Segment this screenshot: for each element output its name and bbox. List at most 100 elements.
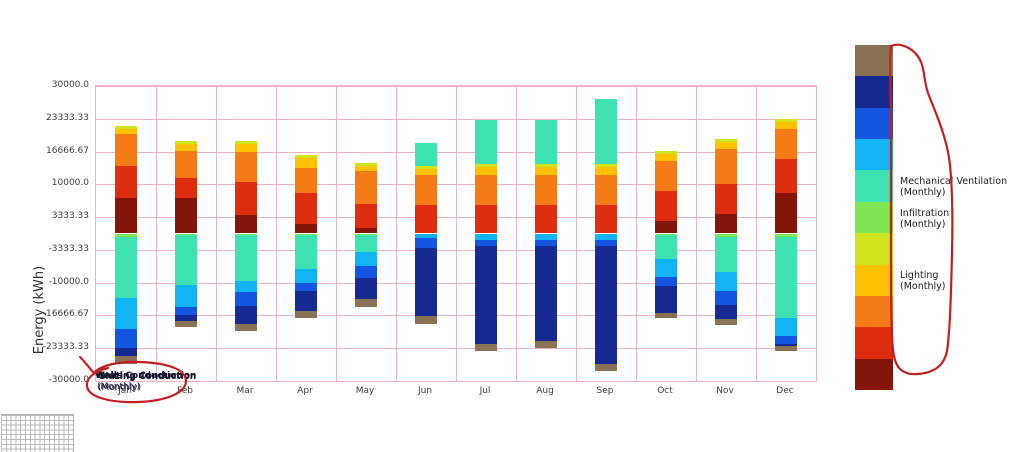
bar-segment-amber-band xyxy=(535,166,557,176)
bar-segment-cyan-band xyxy=(775,317,797,336)
bar-segment-navy-band xyxy=(115,348,137,356)
legend-swatch-cyan-band xyxy=(855,139,893,171)
v-gridline xyxy=(276,86,277,381)
bar-segment-cyan-band xyxy=(535,233,557,241)
bar-segment-brown-band xyxy=(235,323,257,331)
bar-segment-blue-band xyxy=(355,265,377,278)
bar-segment-red-band xyxy=(655,191,677,222)
x-tick-label-apr: Apr xyxy=(297,386,313,396)
y-tick-label: 16666.67 xyxy=(46,145,89,156)
bar-segment-amber-band xyxy=(235,143,257,153)
bar-segment-brown-band xyxy=(595,363,617,372)
bar-segment-brown-band xyxy=(355,299,377,307)
bar-segment-amber-band xyxy=(295,158,317,168)
bar-segment-blue-band xyxy=(775,335,797,344)
bar-segment-navy-band xyxy=(595,245,617,364)
bar-segment-maroon-band xyxy=(715,213,737,234)
bar-segment-cyan-band xyxy=(235,280,257,292)
bar-segment-orange-band xyxy=(355,171,377,204)
v-gridline xyxy=(576,86,577,381)
bar-segment-red-band xyxy=(775,159,797,194)
legend-swatch-red-band xyxy=(855,327,893,360)
v-gridline xyxy=(516,86,517,381)
bar-segment-brown-band xyxy=(115,355,137,364)
bar-segment-turquoise-band xyxy=(595,98,617,164)
bar-segment-orange-band xyxy=(295,167,317,193)
bar-segment-chartreuse-band xyxy=(415,165,437,169)
x-tick-label-jul: Jul xyxy=(479,386,491,396)
bar-segment-red-band xyxy=(535,205,557,234)
bar-segment-blue-band xyxy=(715,290,737,306)
bar-segment-navy-band xyxy=(355,277,377,300)
bar-segment-navy-band xyxy=(655,285,677,313)
bar-segment-brown-band xyxy=(415,316,437,324)
plot-area xyxy=(95,85,817,382)
bar-segment-orange-band xyxy=(595,175,617,206)
y-tick-label: -10000.0 xyxy=(48,276,89,287)
bar-segment-maroon-band xyxy=(775,193,797,234)
bar-segment-navy-band xyxy=(415,247,437,317)
legend-label: Infiltration (Monthly) xyxy=(900,207,950,230)
y-tick-label: -30000.0 xyxy=(48,375,89,385)
bar-segment-chartreuse-band xyxy=(655,150,677,154)
bar-segment-brown-band xyxy=(175,320,197,327)
bar-segment-navy-band xyxy=(775,343,797,346)
bar-segment-orange-band xyxy=(415,175,437,206)
bar-segment-green-band xyxy=(235,233,257,236)
bar-segment-maroon-band xyxy=(235,215,257,234)
bar-segment-blue-band xyxy=(295,282,317,291)
bar-segment-red-band xyxy=(475,205,497,234)
bar-segment-green-band xyxy=(715,233,737,238)
x-tick-label-oct: Oct xyxy=(657,386,673,396)
bar-segment-brown-band xyxy=(475,344,497,351)
y-tick-label: -3333.33 xyxy=(48,243,89,254)
bar-segment-green-band xyxy=(355,233,377,236)
bar-segment-turquoise-band xyxy=(415,142,437,166)
bar-segment-amber-band xyxy=(115,129,137,135)
bar-segment-green-band xyxy=(115,233,137,238)
bar-segment-red-band xyxy=(175,177,197,199)
bar-segment-cyan-band xyxy=(355,252,377,266)
bar-segment-cyan-band xyxy=(715,272,737,291)
legend-label: Lighting (Monthly) xyxy=(900,270,946,293)
bar-segment-green-band xyxy=(775,233,797,238)
x-tick-label-dec: Dec xyxy=(776,386,794,396)
bar-segment-turquoise-band xyxy=(475,120,497,164)
bar-segment-turquoise-band xyxy=(775,237,797,318)
bar-segment-navy-band xyxy=(295,291,317,312)
bar-segment-chartreuse-band xyxy=(535,163,557,167)
bar-segment-navy-band xyxy=(535,245,557,341)
bar-segment-amber-band xyxy=(655,153,677,162)
y-tick-label: -23333.33 xyxy=(42,342,89,353)
bar-segment-brown-band xyxy=(775,345,797,351)
bar-segment-orange-band xyxy=(775,129,797,160)
legend-swatch-orange-band xyxy=(855,295,893,328)
bar-segment-turquoise-band xyxy=(235,235,257,281)
bar-segment-navy-band xyxy=(715,305,737,319)
x-tick-label-may: May xyxy=(355,386,375,396)
x-tick-label-jun: Jun xyxy=(417,386,433,396)
bar-segment-amber-band xyxy=(595,166,617,176)
x-tick-label-feb: Feb xyxy=(177,386,193,396)
legend-swatch-amber-band xyxy=(855,264,893,297)
bar-segment-amber-band xyxy=(355,166,377,172)
bar-segment-navy-band xyxy=(175,314,197,321)
bar-segment-green-band xyxy=(175,233,197,236)
y-tick-label: 23333.33 xyxy=(46,112,89,123)
bar-segment-red-band xyxy=(415,205,437,234)
y-tick-label: 30000.0 xyxy=(51,80,89,90)
bar-segment-red-band xyxy=(295,192,317,224)
bar-segment-orange-band xyxy=(715,148,737,184)
bar-segment-maroon-band xyxy=(355,228,377,234)
bar-segment-orange-band xyxy=(235,152,257,183)
bar-segment-cyan-band xyxy=(175,285,197,307)
legend-swatch-brown-band xyxy=(855,45,893,77)
bar-segment-orange-band xyxy=(535,175,557,206)
bar-segment-cyan-band xyxy=(115,297,137,329)
v-gridline xyxy=(156,86,157,381)
bar-segment-red-band xyxy=(595,205,617,234)
bar-segment-chartreuse-band xyxy=(115,126,137,130)
v-gridline xyxy=(216,86,217,381)
y-tick-label: -16666.67 xyxy=(42,309,89,320)
